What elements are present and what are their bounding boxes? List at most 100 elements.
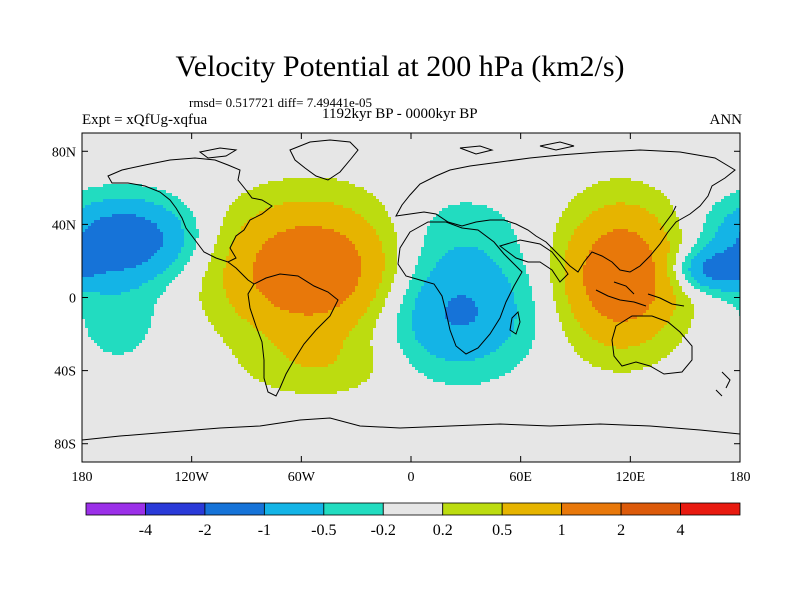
field-cell	[277, 289, 280, 292]
field-cell	[121, 349, 124, 352]
field-cell	[124, 205, 127, 208]
field-cell	[103, 187, 106, 190]
field-cell	[238, 352, 241, 355]
field-cell	[325, 355, 328, 358]
field-cell	[154, 238, 157, 241]
field-cell	[301, 313, 304, 316]
field-cell	[226, 289, 229, 292]
field-cell	[214, 310, 217, 313]
field-cell	[334, 202, 337, 205]
field-cell	[355, 289, 358, 292]
field-cell	[319, 313, 322, 316]
field-cell	[307, 277, 310, 280]
field-cell	[220, 295, 223, 298]
field-cell	[313, 274, 316, 277]
field-cell	[271, 241, 274, 244]
field-cell	[274, 271, 277, 274]
field-cell	[265, 286, 268, 289]
field-cell	[328, 358, 331, 361]
field-cell	[223, 283, 226, 286]
field-cell	[298, 241, 301, 244]
field-cell	[253, 265, 256, 268]
field-cell	[112, 220, 115, 223]
field-cell	[268, 250, 271, 253]
field-cell	[133, 307, 136, 310]
field-cell	[283, 277, 286, 280]
field-cell	[343, 361, 346, 364]
field-cell	[292, 229, 295, 232]
field-cell	[271, 379, 274, 382]
field-cell	[301, 361, 304, 364]
field-cell	[361, 301, 364, 304]
field-cell	[253, 229, 256, 232]
field-cell	[253, 331, 256, 334]
field-cell	[136, 199, 139, 202]
field-cell	[358, 301, 361, 304]
field-cell	[355, 214, 358, 217]
field-cell	[334, 238, 337, 241]
field-cell	[322, 328, 325, 331]
field-cell	[361, 322, 364, 325]
field-cell	[298, 334, 301, 337]
field-cell	[316, 268, 319, 271]
field-cell	[148, 202, 151, 205]
field-cell	[232, 277, 235, 280]
field-cell	[355, 343, 358, 346]
field-cell	[145, 289, 148, 292]
field-cell	[265, 328, 268, 331]
field-cell	[301, 388, 304, 391]
field-cell	[85, 304, 88, 307]
field-cell	[133, 253, 136, 256]
field-cell	[118, 349, 121, 352]
field-cell	[160, 277, 163, 280]
field-cell	[100, 295, 103, 298]
field-cell	[160, 241, 163, 244]
field-cell	[139, 328, 142, 331]
field-cell	[85, 250, 88, 253]
field-cell	[133, 262, 136, 265]
field-cell	[280, 289, 283, 292]
field-cell	[181, 262, 184, 265]
field-cell	[289, 367, 292, 370]
field-cell	[310, 379, 313, 382]
field-cell	[85, 274, 88, 277]
field-cell	[262, 184, 265, 187]
field-cell	[304, 184, 307, 187]
field-cell	[271, 331, 274, 334]
field-cell	[346, 256, 349, 259]
field-cell	[265, 187, 268, 190]
field-cell	[163, 286, 166, 289]
field-cell	[277, 385, 280, 388]
field-cell	[112, 322, 115, 325]
field-cell	[265, 376, 268, 379]
field-cell	[157, 247, 160, 250]
field-cell	[166, 220, 169, 223]
field-cell	[97, 205, 100, 208]
field-cell	[343, 340, 346, 343]
field-cell	[145, 310, 148, 313]
field-cell	[223, 217, 226, 220]
field-cell	[322, 367, 325, 370]
field-cell	[352, 193, 355, 196]
field-cell	[112, 244, 115, 247]
field-cell	[289, 355, 292, 358]
field-cell	[94, 253, 97, 256]
field-cell	[82, 235, 85, 238]
field-cell	[130, 208, 133, 211]
field-cell	[340, 319, 343, 322]
field-cell	[259, 265, 262, 268]
field-cell	[211, 274, 214, 277]
field-cell	[259, 247, 262, 250]
field-cell	[316, 274, 319, 277]
field-cell	[274, 325, 277, 328]
field-cell	[169, 211, 172, 214]
field-cell	[349, 289, 352, 292]
field-cell	[100, 298, 103, 301]
field-cell	[163, 217, 166, 220]
field-cell	[364, 286, 367, 289]
field-cell	[331, 211, 334, 214]
field-cell	[346, 277, 349, 280]
field-cell	[247, 262, 250, 265]
field-cell	[361, 190, 364, 193]
field-cell	[130, 253, 133, 256]
